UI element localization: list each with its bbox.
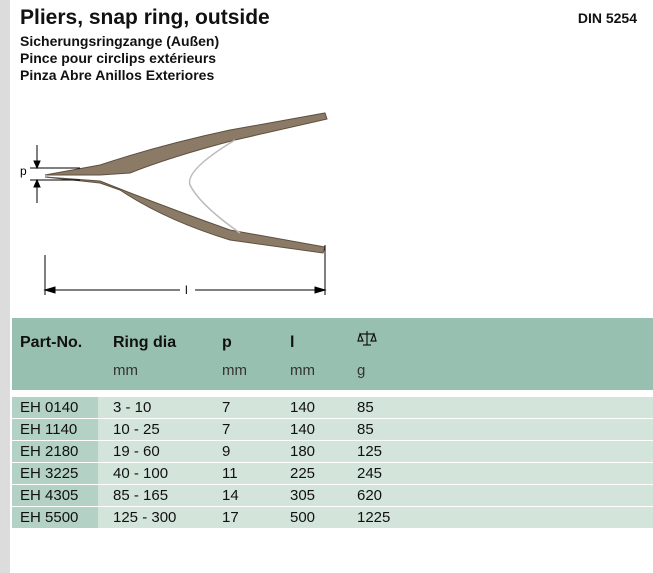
table-cell: 140 [290,421,315,438]
column-unit: mm [222,362,247,379]
table-cell: 500 [290,509,315,526]
p-label: p [20,164,27,178]
column-header: Ring dia [113,334,176,352]
table-cell: 3 - 10 [113,399,151,416]
table-cell: 1225 [357,509,390,526]
table-cell: EH 1140 [20,421,77,438]
subtitle: Sicherungsringzange (Außen) [20,33,219,49]
table-row [12,419,653,440]
table-cell: 85 [357,399,374,416]
table-cell: 14 [222,487,239,504]
page: Pliers, snap ring, outside Sicherungsrin… [0,0,653,573]
table-row [12,441,653,462]
table-cell: 245 [357,465,382,482]
table-cell: 140 [290,399,315,416]
table-cell: 180 [290,443,315,460]
table-cell: 225 [290,465,315,482]
table-row [12,397,653,418]
column-unit: g [357,362,365,379]
table-row [12,507,653,528]
title: Pliers, snap ring, outside [20,6,270,30]
table-row [12,485,653,506]
column-unit: mm [290,362,315,379]
table-cell: 19 - 60 [113,443,160,460]
table-cell: 7 [222,421,230,438]
table-cell: 10 - 25 [113,421,160,438]
table-cell: 85 [357,421,374,438]
table-cell: 305 [290,487,315,504]
table-cell: EH 5500 [20,509,78,526]
table-row [12,463,653,484]
table-cell: 85 - 165 [113,487,168,504]
pliers-diagram: p l [0,95,360,305]
table-cell: 40 - 100 [113,465,168,482]
table-header [12,318,653,390]
handle-upper [45,113,327,175]
table-cell: EH 0140 [20,399,78,416]
weight-icon [357,330,377,348]
table-cell: 125 - 300 [113,509,176,526]
table-cell: 7 [222,399,230,416]
standard: DIN 5254 [578,10,637,26]
table-cell: 620 [357,487,382,504]
subtitle: Pinza Abre Anillos Exteriores [20,67,214,83]
column-header: l [290,334,294,352]
column-header: p [222,334,232,352]
table-cell: 125 [357,443,382,460]
subtitle: Pince pour circlips extérieurs [20,50,216,66]
table-cell: 11 [222,465,238,482]
table-cell: 17 [222,509,239,526]
table-cell: 9 [222,443,230,460]
handle-lower [45,177,325,253]
table-cell: EH 3225 [20,465,78,482]
table-cell: EH 4305 [20,487,78,504]
table-cell: EH 2180 [20,443,78,460]
column-unit: mm [113,362,138,379]
column-header: Part-No. [20,334,82,352]
l-label: l [185,283,188,297]
